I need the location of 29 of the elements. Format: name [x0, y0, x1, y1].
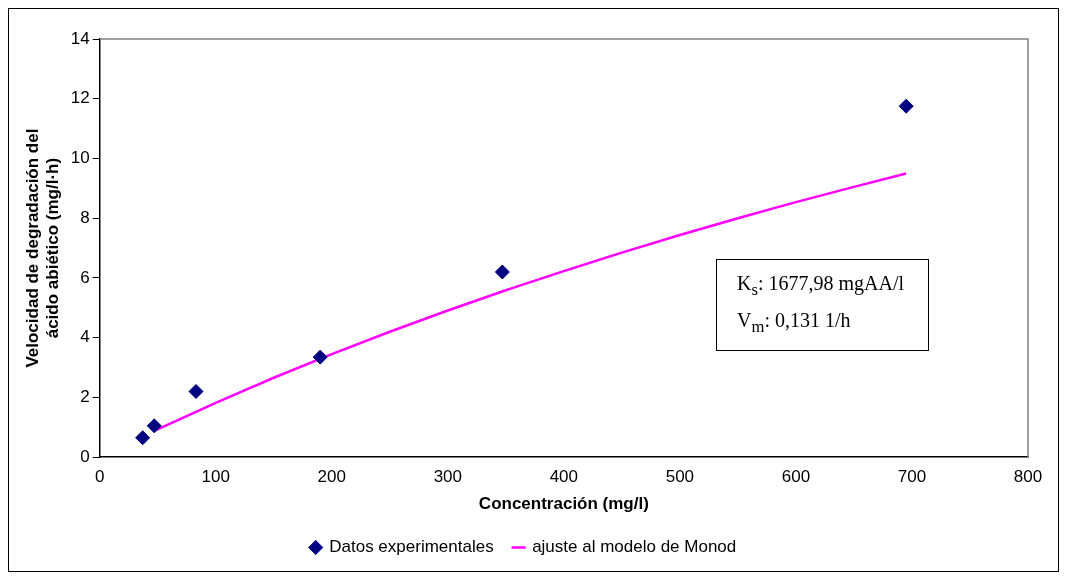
- y-tick-label: 12: [70, 88, 90, 108]
- y-tick-label: 14: [70, 28, 90, 48]
- point: [146, 418, 162, 434]
- point: [188, 383, 204, 399]
- x-tick-label: 600: [781, 467, 811, 487]
- x-tick-label: 400: [549, 467, 579, 487]
- x-tick-label: 300: [433, 467, 463, 487]
- x-tick-label: 200: [317, 467, 346, 487]
- annotation: K$_{s}$: 1677,98 mgAA/l: [737, 271, 905, 301]
- point: [494, 264, 510, 280]
- y-tick-label: 2: [80, 387, 90, 407]
- x-tick-label: 0: [94, 467, 105, 487]
- x-tick-label: 800: [1013, 467, 1043, 487]
- x-tick-label: 700: [897, 467, 927, 487]
- point: [898, 98, 914, 114]
- point: [135, 430, 151, 446]
- point: [312, 349, 328, 365]
- legend-label: Datos experimentales: [329, 537, 494, 557]
- y-axis-title: Velocidad de degradación del ácido abiético (mg/l·h): [22, 128, 63, 368]
- x-axis-title: Concentración (mg/l): [478, 494, 649, 514]
- annotation: V$_{m}$: 0,131 1/h: [737, 308, 852, 338]
- y-tick-label: 4: [80, 327, 90, 347]
- x-tick-label: 500: [665, 467, 695, 487]
- y-tick-label: 10: [70, 148, 90, 168]
- y-tick-label: 0: [80, 446, 90, 466]
- y-tick-label: 6: [80, 267, 90, 287]
- x-tick-label: 100: [201, 467, 230, 487]
- y-tick-label: 8: [80, 207, 90, 227]
- legend-label: ajuste al modelo de Monod: [532, 537, 737, 557]
